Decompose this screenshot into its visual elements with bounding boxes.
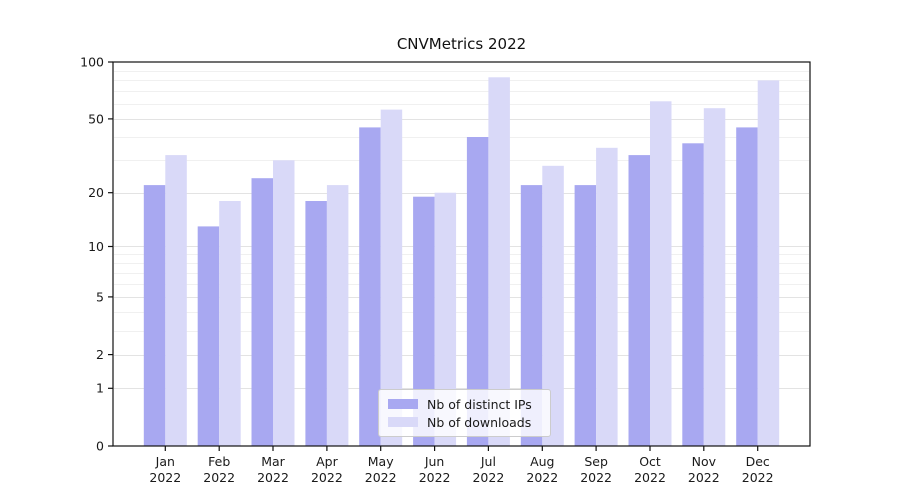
legend: Nb of distinct IPs Nb of downloads [378,389,551,437]
bars-nb-of-downloads [165,77,780,447]
bars-nb-of-distinct-ips [143,127,758,447]
bar-nb-of-downloads-may-2022 [380,109,403,446]
bar-nb-of-downloads-aug-2022 [542,165,564,447]
y-tick-label-0: 0 [96,438,104,453]
bar-nb-of-downloads-sep-2022 [596,147,618,447]
bar-nb-of-downloads-jan-2022 [165,155,187,446]
bar-nb-of-distinct-ips-nov-2022 [682,143,704,447]
x-tick-label-sep-2022: Sep 2022 [580,454,612,485]
bar-nb-of-downloads-jun-2022 [434,192,457,446]
bar-nb-of-distinct-ips-mar-2022 [251,178,273,446]
bar-nb-of-downloads-feb-2022 [219,201,241,446]
legend-item-distinct-ips: Nb of distinct IPs [388,396,541,412]
legend-item-downloads: Nb of downloads [388,414,541,430]
bar-nb-of-distinct-ips-feb-2022 [197,226,220,446]
x-tick-label-jan-2022: Jan 2022 [149,454,181,485]
bar-nb-of-distinct-ips-oct-2022 [628,155,650,446]
bar-nb-of-downloads-dec-2022 [757,80,780,447]
x-tick-label-feb-2022: Feb 2022 [203,454,235,485]
bar-nb-of-distinct-ips-apr-2022 [305,201,327,446]
bar-nb-of-downloads-nov-2022 [703,108,726,446]
y-tick-label-2: 2 [96,347,104,362]
plot-border [112,61,811,447]
x-tick-label-mar-2022: Mar 2022 [257,454,289,485]
x-tick-label-may-2022: May 2022 [365,454,397,485]
y-tick-label-20: 20 [88,185,104,200]
legend-label-distinct-ips: Nb of distinct IPs [427,396,532,412]
x-tick-label-oct-2022: Oct 2022 [634,454,666,485]
bar-nb-of-downloads-oct-2022 [650,101,672,447]
x-tick-label-jun-2022: Jun 2022 [419,454,451,485]
x-tick-label-jul-2022: Jul 2022 [472,454,504,485]
bar-nb-of-distinct-ips-jun-2022 [413,196,435,446]
bar-nb-of-downloads-apr-2022 [326,185,349,446]
y-tick-label-50: 50 [88,111,104,126]
legend-swatch-downloads [388,417,418,427]
y-tick-label-1: 1 [96,381,104,396]
bar-nb-of-downloads-jul-2022 [488,77,510,447]
x-tick-label-apr-2022: Apr 2022 [311,454,343,485]
legend-swatch-distinct-ips [388,399,418,409]
bar-nb-of-distinct-ips-jul-2022 [466,137,489,446]
x-tick-label-dec-2022: Dec 2022 [742,454,774,485]
x-tick-label-aug-2022: Aug 2022 [526,454,558,485]
bar-nb-of-distinct-ips-dec-2022 [736,127,758,447]
y-axis: 0 1 2 5 10 20 50 100 [80,54,113,453]
bar-nb-of-distinct-ips-aug-2022 [520,185,543,446]
legend-label-downloads: Nb of downloads [427,414,532,430]
y-tick-label-100: 100 [80,54,104,69]
bar-nb-of-distinct-ips-sep-2022 [574,185,597,446]
y-tick-label-5: 5 [96,289,104,304]
bar-nb-of-distinct-ips-jan-2022 [143,185,166,446]
x-axis: Jan 2022 Feb 2022 Mar 2022 Apr 2022 May 2022 Jun 20… [149,446,774,485]
x-tick-label-nov-2022: Nov 2022 [688,454,720,485]
bar-nb-of-downloads-mar-2022 [273,160,295,447]
bar-nb-of-distinct-ips-may-2022 [359,127,381,447]
chart-title: CNVMetrics 2022 [396,35,527,53]
y-tick-label-10: 10 [88,239,104,254]
